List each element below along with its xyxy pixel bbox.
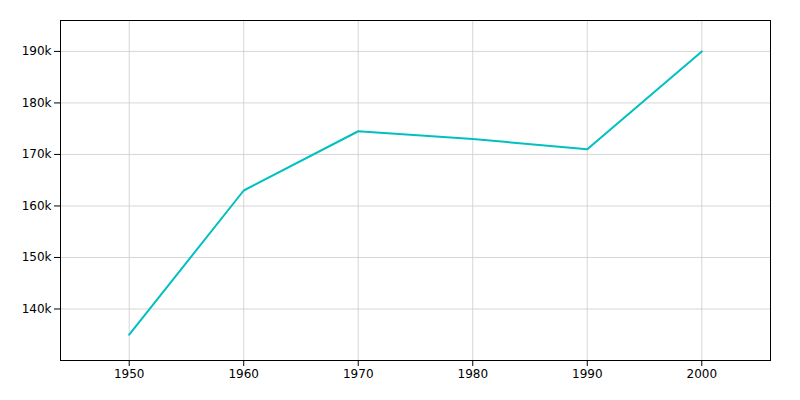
svg-text:1980: 1980 — [457, 367, 488, 381]
svg-text:140k: 140k — [22, 302, 52, 316]
svg-text:180k: 180k — [22, 96, 52, 110]
svg-text:1970: 1970 — [343, 367, 374, 381]
svg-text:1950: 1950 — [114, 367, 145, 381]
svg-text:160k: 160k — [22, 199, 52, 213]
svg-text:1960: 1960 — [228, 367, 259, 381]
svg-text:2000: 2000 — [687, 367, 718, 381]
svg-text:150k: 150k — [22, 250, 52, 264]
svg-text:190k: 190k — [22, 44, 52, 58]
svg-text:1990: 1990 — [572, 367, 603, 381]
svg-text:170k: 170k — [22, 147, 52, 161]
